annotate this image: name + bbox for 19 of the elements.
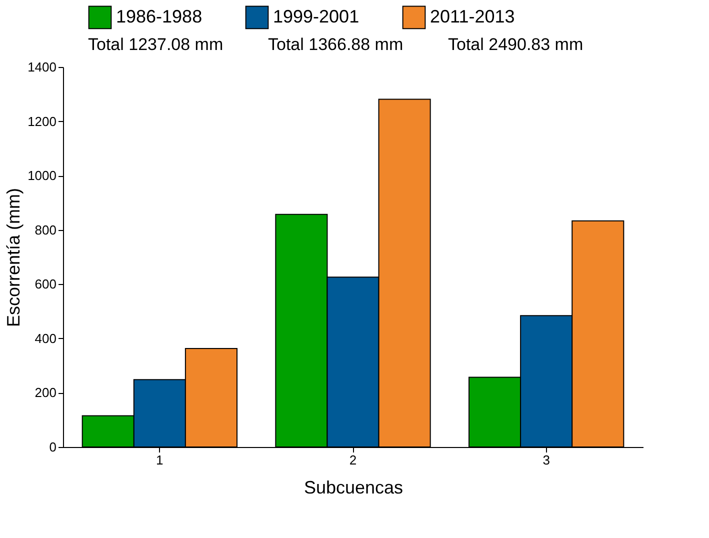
text: Total 1366.88 mm (268, 35, 404, 54)
y-axis-title: Escorrentía (mm) (4, 188, 24, 328)
text: Total 2490.83 mm (448, 35, 584, 54)
y-tick-label: 200 (34, 385, 56, 400)
legend-label: 2011-2013 (430, 6, 515, 26)
y-tick-label: 1200 (28, 114, 56, 129)
x-tick-label: 3 (542, 452, 550, 468)
text: Total 1237.08 mm (88, 35, 224, 54)
y-tick-label: 600 (34, 276, 56, 292)
y-tick-label: 800 (34, 222, 56, 238)
legend-label: 1986-1988 (116, 6, 202, 26)
y-tick-label: 1400 (28, 60, 56, 74)
x-tick-label: 2 (349, 452, 357, 468)
x-axis-title: Subcuencas (304, 478, 404, 498)
y-tick-label: 400 (34, 330, 56, 346)
x-tick-label: 1 (156, 452, 164, 468)
y-tick-label: 0 (49, 440, 56, 454)
legend-label: 1999-2001 (273, 6, 360, 26)
y-tick-label: 1000 (28, 168, 56, 184)
